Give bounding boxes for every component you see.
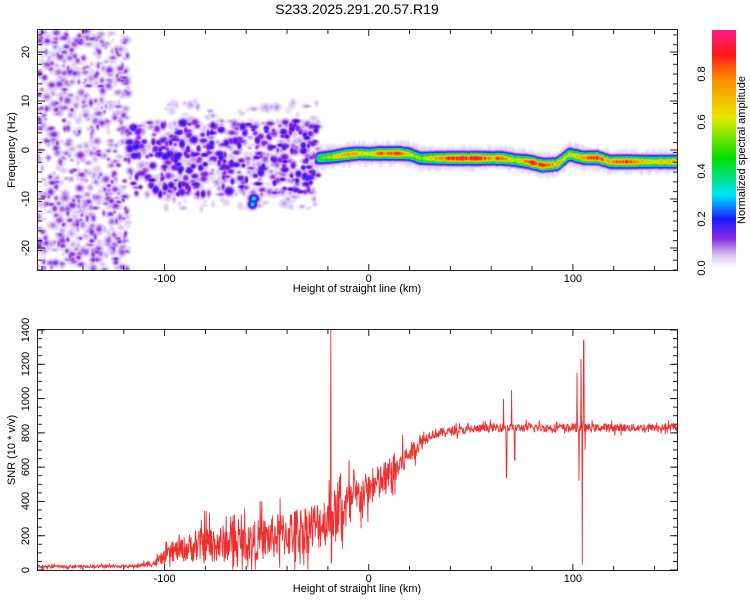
y-tick-label: 0 <box>20 566 32 574</box>
x-tick-label: 0 <box>365 273 372 285</box>
spectrogram-xlabel: Height of straight line (km) <box>292 283 422 295</box>
y-tick-label: 1200 <box>20 352 32 377</box>
snr-frame <box>37 329 678 571</box>
y-tick-label: 200 <box>20 526 32 545</box>
x-tick-label: 100 <box>563 573 583 585</box>
y-tick-label: 1000 <box>20 386 32 411</box>
x-tick-label: 100 <box>563 273 583 285</box>
colorbar <box>712 30 736 268</box>
y-tick-label: 400 <box>20 492 32 511</box>
spectrogram-frame <box>37 29 678 271</box>
snr-xlabel: Height of straight line (km) <box>292 583 422 595</box>
x-tick-label: -100 <box>153 273 176 285</box>
snr-ylabel: SNR (10 * v/v) <box>6 414 18 486</box>
snr-series-line <box>37 329 678 571</box>
y-tick-label: 1400 <box>20 317 32 343</box>
y-tick-label: 600 <box>20 457 32 477</box>
spectrogram-heatmap <box>38 30 677 270</box>
chart-title: S233.2025.291.20.57.R19 <box>275 1 439 17</box>
y-tick-label: 800 <box>20 423 32 443</box>
x-tick-label: 0 <box>365 573 372 585</box>
x-tick-label: -100 <box>153 573 176 585</box>
